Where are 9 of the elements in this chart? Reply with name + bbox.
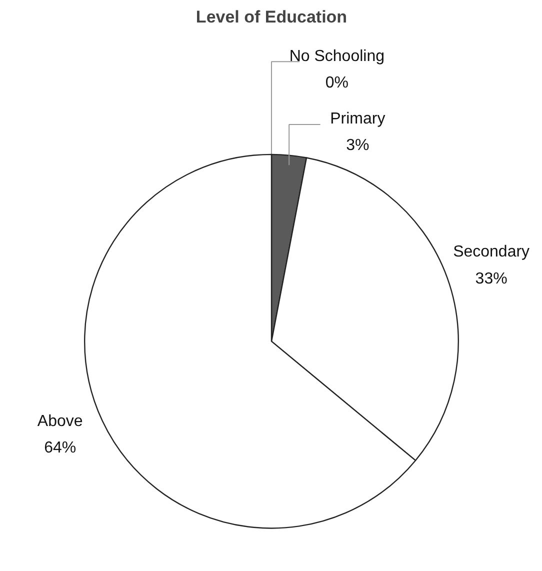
slice-label: Above <box>37 412 83 430</box>
chart-title: Level of Education <box>196 8 348 26</box>
slice-label: Primary <box>330 110 386 128</box>
data-label: 33% <box>475 270 508 288</box>
category-label: No Schooling <box>289 48 384 65</box>
data-label: 64% <box>44 439 76 456</box>
text: 0% <box>325 74 348 92</box>
slice-label: Secondary <box>453 244 530 261</box>
data-label: 3% <box>346 137 370 154</box>
